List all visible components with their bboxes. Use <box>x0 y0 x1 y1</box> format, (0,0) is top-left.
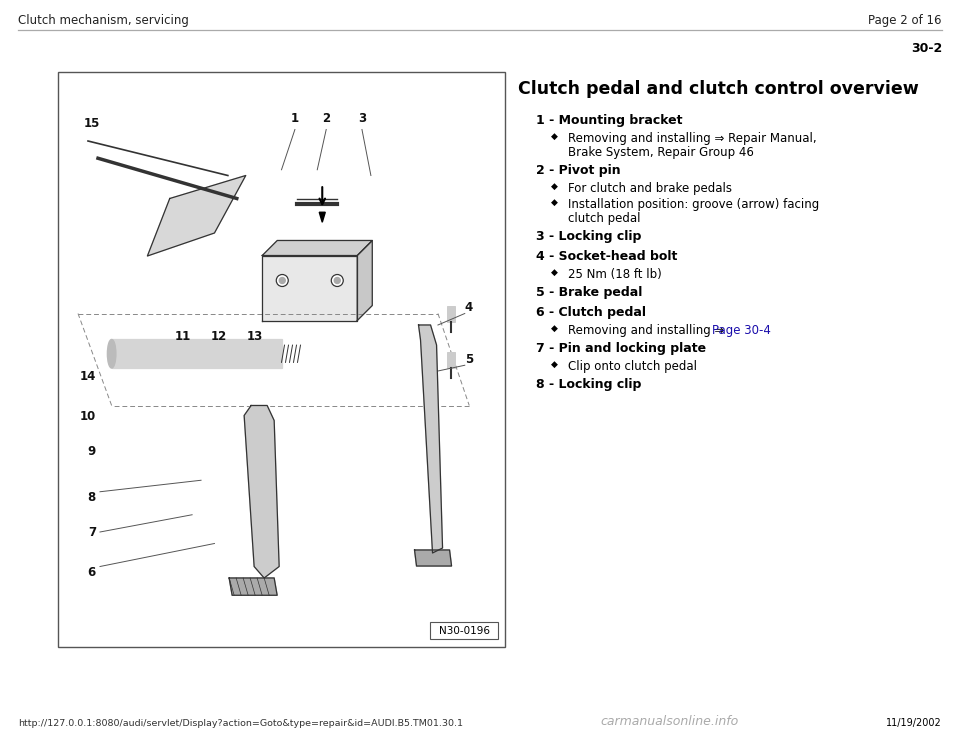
Text: 9: 9 <box>87 445 96 458</box>
Text: carmanualsonline.info: carmanualsonline.info <box>600 715 738 728</box>
Text: 12: 12 <box>211 330 228 343</box>
Text: 10: 10 <box>80 410 96 424</box>
Circle shape <box>331 275 344 286</box>
Text: 5 - Brake pedal: 5 - Brake pedal <box>536 286 642 299</box>
Ellipse shape <box>108 339 116 368</box>
Polygon shape <box>320 212 325 223</box>
Text: Brake System, Repair Group 46: Brake System, Repair Group 46 <box>568 146 754 159</box>
Text: 3: 3 <box>358 111 366 125</box>
Text: ◆: ◆ <box>551 324 558 333</box>
Polygon shape <box>419 325 443 553</box>
Bar <box>447 352 455 367</box>
Text: 11/19/2002: 11/19/2002 <box>886 718 942 728</box>
Text: 3 - Locking clip: 3 - Locking clip <box>536 230 641 243</box>
Bar <box>447 306 455 321</box>
Circle shape <box>276 275 288 286</box>
Text: For clutch and brake pedals: For clutch and brake pedals <box>568 182 732 195</box>
Text: Removing and installing ⇒: Removing and installing ⇒ <box>568 324 728 337</box>
Polygon shape <box>262 240 372 255</box>
Text: Clip onto clutch pedal: Clip onto clutch pedal <box>568 360 697 373</box>
Text: ◆: ◆ <box>551 132 558 141</box>
Text: Removing and installing ⇒ Repair Manual,: Removing and installing ⇒ Repair Manual, <box>568 132 817 145</box>
Text: Installation position: groove (arrow) facing: Installation position: groove (arrow) fa… <box>568 198 819 211</box>
Text: 13: 13 <box>247 330 263 343</box>
Text: 8: 8 <box>87 491 96 504</box>
Polygon shape <box>229 578 277 595</box>
Polygon shape <box>415 550 451 566</box>
Text: 7: 7 <box>88 525 96 539</box>
Bar <box>111 339 281 368</box>
Text: 4 - Socket-head bolt: 4 - Socket-head bolt <box>536 250 678 263</box>
Text: 7 - Pin and locking plate: 7 - Pin and locking plate <box>536 342 707 355</box>
Text: Page 30-4: Page 30-4 <box>712 324 771 337</box>
Text: 30-2: 30-2 <box>911 42 942 55</box>
Polygon shape <box>262 255 357 321</box>
Text: clutch pedal: clutch pedal <box>568 212 640 225</box>
Text: 6: 6 <box>87 565 96 579</box>
Text: http://127.0.0.1:8080/audi/servlet/Display?action=Goto&type=repair&id=AUDI.B5.TM: http://127.0.0.1:8080/audi/servlet/Displ… <box>18 719 463 728</box>
Bar <box>430 622 498 639</box>
Polygon shape <box>357 240 372 321</box>
Text: Clutch mechanism, servicing: Clutch mechanism, servicing <box>18 14 189 27</box>
Text: 4: 4 <box>465 301 473 315</box>
Polygon shape <box>148 176 246 256</box>
Text: ◆: ◆ <box>551 198 558 207</box>
Text: 1: 1 <box>291 111 299 125</box>
Text: 14: 14 <box>80 370 96 384</box>
Text: 1 - Mounting bracket: 1 - Mounting bracket <box>536 114 683 127</box>
Text: 6 - Clutch pedal: 6 - Clutch pedal <box>536 306 646 319</box>
Circle shape <box>279 278 285 283</box>
Text: 15: 15 <box>84 117 100 131</box>
Polygon shape <box>244 405 279 578</box>
Text: 5: 5 <box>465 353 473 366</box>
Text: 8 - Locking clip: 8 - Locking clip <box>536 378 641 391</box>
Text: 25 Nm (18 ft lb): 25 Nm (18 ft lb) <box>568 268 661 281</box>
Text: ◆: ◆ <box>551 268 558 277</box>
Text: Clutch pedal and clutch control overview: Clutch pedal and clutch control overview <box>518 80 919 98</box>
Text: ◆: ◆ <box>551 360 558 369</box>
Text: Page 2 of 16: Page 2 of 16 <box>869 14 942 27</box>
Text: 11: 11 <box>175 330 191 343</box>
Circle shape <box>334 278 340 283</box>
Text: ◆: ◆ <box>551 182 558 191</box>
Bar <box>58 72 505 647</box>
Text: N30-0196: N30-0196 <box>439 626 490 635</box>
Text: 2: 2 <box>323 111 330 125</box>
Text: 2 - Pivot pin: 2 - Pivot pin <box>536 164 620 177</box>
